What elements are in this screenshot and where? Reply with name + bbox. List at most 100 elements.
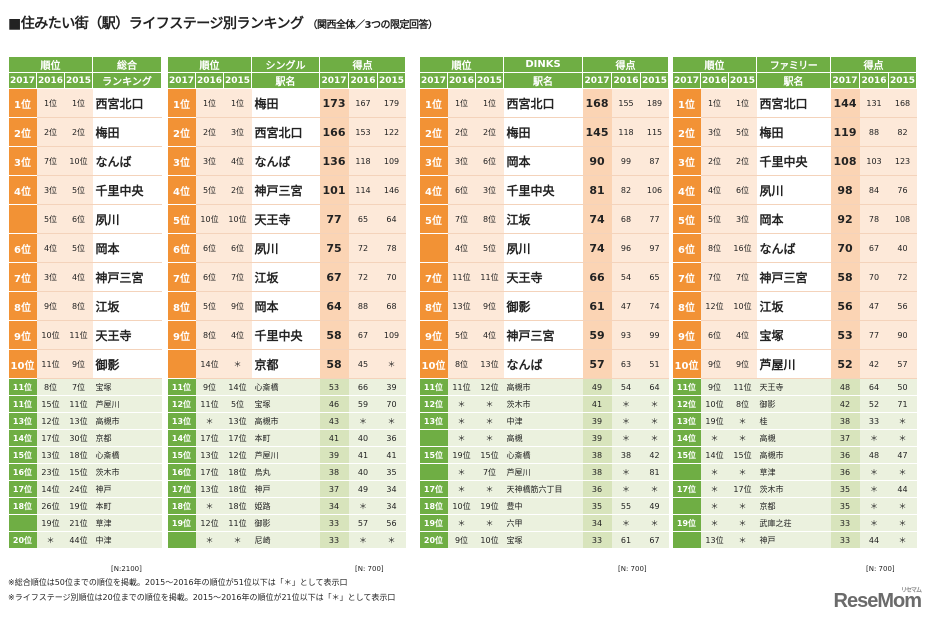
- rank-2017: 5位: [167, 204, 196, 234]
- rank-2015: 4位: [475, 320, 504, 350]
- rank-2015: 2位: [728, 146, 757, 176]
- rank-2016: ＊: [195, 412, 224, 430]
- points-2015: 34: [377, 497, 406, 515]
- rank-2015: 8位: [64, 291, 93, 321]
- header-category: DINKS: [503, 56, 583, 73]
- table-row: ＊＊京都 35 ＊＊: [672, 497, 917, 515]
- rank-2016: 13位: [195, 480, 224, 498]
- rank-2015: 21位: [64, 514, 93, 532]
- points-2016: 40: [348, 463, 378, 481]
- points-2016: 68: [611, 204, 641, 234]
- points-2015: ＊: [888, 497, 917, 515]
- rank-2017: [419, 463, 448, 481]
- points-2017: 38: [830, 412, 860, 430]
- rank-2016: 12位: [700, 291, 729, 321]
- points-2017: 48: [830, 378, 860, 396]
- points-2015: 68: [377, 291, 406, 321]
- rank-2016: 13位: [447, 291, 476, 321]
- rank-2015: 9位: [223, 291, 252, 321]
- rank-2017: 13位: [672, 412, 701, 430]
- points-2015: 76: [888, 175, 917, 205]
- header-station: 駅名: [503, 72, 583, 89]
- rank-2015: 7位: [64, 378, 93, 396]
- points-2017: 38: [319, 463, 349, 481]
- station-name: 京都: [251, 349, 320, 379]
- page-title: ■住みたい街（駅）ライフステージ別ランキング （関西全体／3つの限定回答）: [8, 13, 438, 33]
- rank-2016: 26位: [36, 497, 65, 515]
- table-row: 13位 12位 13位 高槻市: [8, 412, 162, 430]
- rank-2017: 20位: [419, 531, 448, 549]
- rank-2015: 1位: [475, 88, 504, 118]
- rank-2017: 11位: [419, 378, 448, 396]
- rank-2016: 17位: [36, 429, 65, 447]
- rank-2016: 9位: [195, 378, 224, 396]
- rank-2017: 19位: [419, 514, 448, 532]
- rank-2015: 11位: [64, 320, 93, 350]
- station-name: 中津: [503, 412, 583, 430]
- table-row: 16位 17位 18位 烏丸 38 40 35: [167, 463, 406, 481]
- points-2015: 74: [640, 291, 669, 321]
- table-row: 4位 4位 6位 夙川 98 84 76: [672, 175, 917, 205]
- points-2017: 98: [830, 175, 860, 205]
- table-row: 18位 26位 19位 本町: [8, 497, 162, 515]
- points-2017: 77: [319, 204, 349, 234]
- points-2015: 97: [640, 233, 669, 263]
- rank-2016: 5位: [700, 204, 729, 234]
- station-name: 宝塚: [251, 395, 320, 413]
- points-2017: 34: [582, 514, 612, 532]
- points-2015: 189: [640, 88, 669, 118]
- points-2016: 40: [348, 429, 378, 447]
- rank-2017: 13位: [8, 412, 37, 430]
- rank-2016: 12位: [195, 514, 224, 532]
- station-name: 江坂: [92, 291, 162, 321]
- rank-2017: 12位: [672, 395, 701, 413]
- points-2016: ＊: [859, 463, 889, 481]
- rank-2015: 2位: [223, 175, 252, 205]
- points-2017: 39: [582, 429, 612, 447]
- station-name: 神戸三宮: [251, 175, 320, 205]
- station-name: 高槻市: [251, 412, 320, 430]
- table-row: 2位 2位 2位 梅田: [8, 117, 162, 147]
- station-name: 京都: [756, 497, 831, 515]
- rank-2015: 12位: [475, 378, 504, 396]
- rank-2015: 12位: [223, 446, 252, 464]
- rank-2017: 5位: [672, 204, 701, 234]
- table-row: 12位＊＊茨木市 41 ＊＊: [419, 395, 669, 413]
- points-2017: 57: [582, 349, 612, 379]
- rank-2015: 10位: [728, 291, 757, 321]
- logo-kana: リセマム: [900, 588, 922, 594]
- table-row: 11位 9位 11位 天王寺 48 64 50: [672, 378, 917, 396]
- station-name: 芦屋川: [503, 463, 583, 481]
- table-row: 7位 11位 11位 天王寺 66 54 65: [419, 262, 669, 292]
- rank-2016: 8位: [195, 320, 224, 350]
- header-year-points: 2017: [319, 72, 349, 89]
- points-2016: 88: [859, 117, 889, 147]
- header-year-points: 2015: [888, 72, 917, 89]
- header-year-rank: 2016: [447, 72, 476, 89]
- rank-2017: 1位: [672, 88, 701, 118]
- station-name: 烏丸: [251, 463, 320, 481]
- points-2017: 41: [582, 395, 612, 413]
- header-station: 駅名: [251, 72, 320, 89]
- rank-2016: 7位: [447, 204, 476, 234]
- station-name: 茨木市: [92, 463, 162, 481]
- rank-2015: 6位: [64, 204, 93, 234]
- header-rank-group: 順位: [672, 56, 757, 73]
- table-row: 19位 12位 11位 御影 33 57 56: [167, 514, 406, 532]
- rank-2017: 7位: [419, 262, 448, 292]
- rank-2015: ＊: [728, 514, 757, 532]
- points-2016: 61: [611, 531, 641, 549]
- points-2017: 58: [319, 320, 349, 350]
- points-2017: 101: [319, 175, 349, 205]
- rank-2017: [167, 531, 196, 549]
- station-name: 武庫之荘: [756, 514, 831, 532]
- table-row: 13位＊ 13位 高槻市 43 ＊＊: [167, 412, 406, 430]
- points-2015: 70: [377, 395, 406, 413]
- points-2015: ＊: [640, 429, 669, 447]
- station-name: 天神橋筋六丁目: [503, 480, 583, 498]
- header-category: ファミリー: [756, 56, 831, 73]
- table-row: 9位 5位 4位 神戸三宮 59 93 99: [419, 320, 669, 350]
- points-2015: 40: [888, 233, 917, 263]
- table-row: 5位 10位 10位 天王寺 77 65 64: [167, 204, 406, 234]
- table-row: 8位 13位 9位 御影 61 47 74: [419, 291, 669, 321]
